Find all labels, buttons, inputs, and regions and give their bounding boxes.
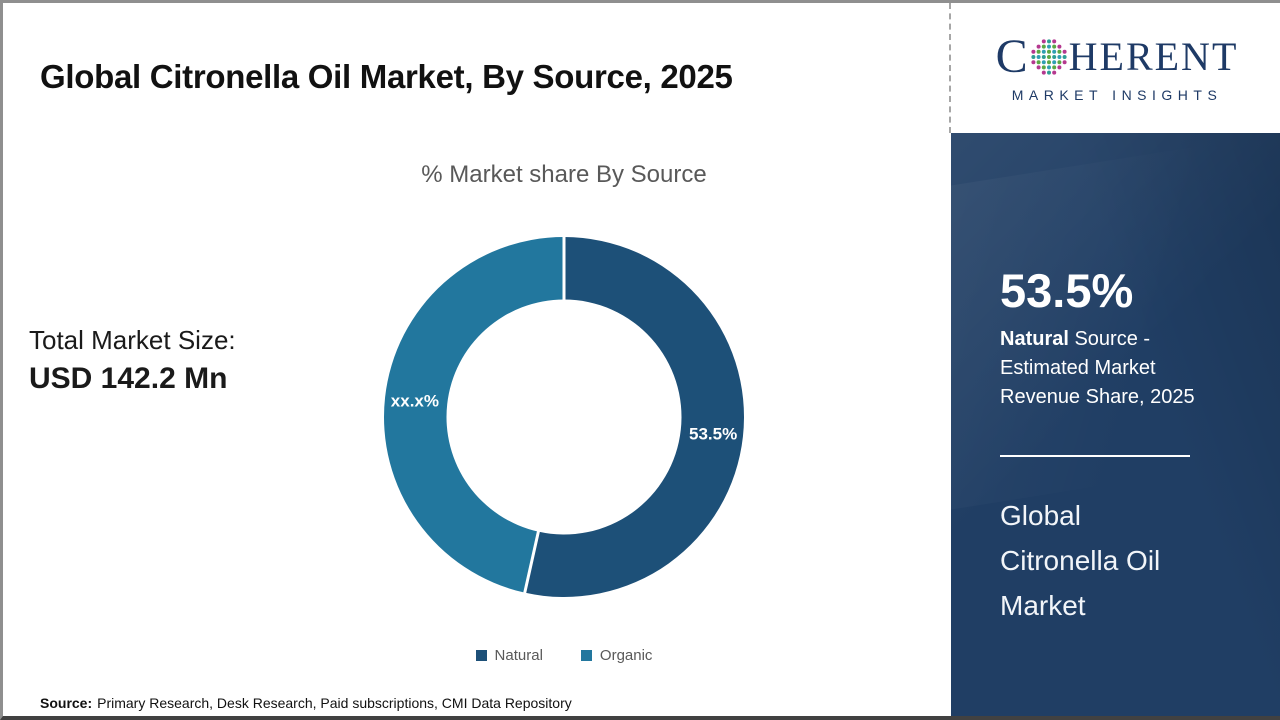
globe-dot (1051, 55, 1056, 59)
globe-dot (1057, 65, 1062, 70)
globe-dot (1041, 39, 1046, 44)
total-market-label: Total Market Size: (29, 325, 236, 355)
source-label: Source: (40, 695, 93, 711)
dashed-divider (949, 3, 951, 133)
globe-dot (1057, 55, 1062, 59)
globe-dot (1031, 49, 1036, 54)
total-market-value: USD 142.2 Mn (29, 362, 228, 395)
legend-label-organic: Organic (599, 647, 653, 664)
stat-desc-bold: Natural (1000, 328, 1069, 350)
stat-desc-rest: Source - (1068, 328, 1151, 350)
globe-dot (1051, 70, 1056, 75)
brand-subtitle: MARKET INSIGHTS (1011, 87, 1223, 103)
brand-logo: C HERENT MARKET INSIGHTS (951, 3, 1280, 133)
globe-dot (1036, 49, 1041, 54)
stat-desc-line2: Estimated Market (1000, 357, 1156, 379)
panel-divider-line (1000, 455, 1190, 457)
market-name: Global Citronella Oil Market (1000, 493, 1160, 628)
globe-dot (1031, 60, 1036, 65)
globe-dot (1036, 44, 1041, 49)
legend-swatch-natural (475, 650, 487, 661)
market-name-line2: Citronella Oil (1000, 545, 1161, 576)
highlight-stat-value: 53.5% (1000, 264, 1134, 317)
globe-dot (1062, 49, 1067, 54)
chart-legend: Natural Organic (334, 647, 794, 664)
brand-letter-c: C (995, 30, 1029, 83)
globe-dot (1062, 60, 1067, 65)
globe-dot (1051, 60, 1056, 65)
donut-slice-natural (524, 237, 745, 597)
globe-dot (1036, 65, 1041, 70)
globe-dot (1041, 55, 1046, 59)
globe-dot (1046, 39, 1051, 44)
globe-dot (1046, 60, 1051, 65)
globe-dot (1051, 49, 1056, 54)
globe-dot (1057, 49, 1062, 54)
globe-dot (1046, 70, 1051, 75)
globe-dot (1051, 39, 1056, 44)
globe-dot (1062, 55, 1067, 59)
slice-label-natural: 53.5% (689, 424, 737, 443)
globe-dot (1057, 44, 1062, 49)
highlight-stat-description: Natural Source - Estimated Market Revenu… (1000, 325, 1195, 412)
donut-slice-organic (384, 237, 564, 593)
globe-dot (1041, 70, 1046, 75)
globe-dot (1057, 60, 1062, 65)
globe-dot (1031, 55, 1036, 59)
globe-dot (1051, 44, 1056, 49)
globe-dot (1046, 55, 1051, 59)
donut-chart: 53.5% xx.x% (374, 227, 754, 607)
donut-chart-svg: 53.5% xx.x% (384, 236, 745, 597)
stat-desc-line3: Revenue Share, 2025 (1000, 386, 1195, 408)
globe-dot (1046, 65, 1051, 70)
globe-dot (1036, 60, 1041, 65)
legend-item-natural: Natural (475, 647, 543, 664)
legend-item-organic: Organic (580, 647, 653, 664)
source-attribution: Source: Primary Research, Desk Research, … (40, 695, 572, 711)
slice-label-organic: xx.x% (391, 392, 439, 411)
highlight-panel: 53.5% Natural Source - Estimated Market … (951, 133, 1280, 716)
globe-dot (1041, 44, 1046, 49)
source-text: Primary Research, Desk Research, Paid su… (97, 695, 572, 711)
market-name-line3: Market (1000, 590, 1086, 621)
legend-label-natural: Natural (494, 647, 543, 664)
market-name-line1: Global (1000, 500, 1081, 531)
page-title: Global Citronella Oil Market, By Source,… (40, 58, 733, 96)
globe-dot (1041, 65, 1046, 70)
globe-dot (1036, 55, 1041, 59)
globe-dot (1041, 60, 1046, 65)
globe-dot (1046, 49, 1051, 54)
globe-dot (1051, 65, 1056, 70)
globe-dots-icon (1031, 39, 1067, 75)
brand-letters-rest: HERENT (1068, 34, 1239, 79)
globe-dot (1041, 49, 1046, 54)
legend-swatch-organic (580, 650, 592, 661)
brand-wordmark: C HERENT (996, 33, 1239, 81)
chart-title: % Market share By Source (421, 161, 707, 188)
total-market-block: Total Market Size: USD 142.2 Mn (29, 325, 236, 396)
slice-separator (523, 530, 541, 594)
globe-dot (1046, 44, 1051, 49)
